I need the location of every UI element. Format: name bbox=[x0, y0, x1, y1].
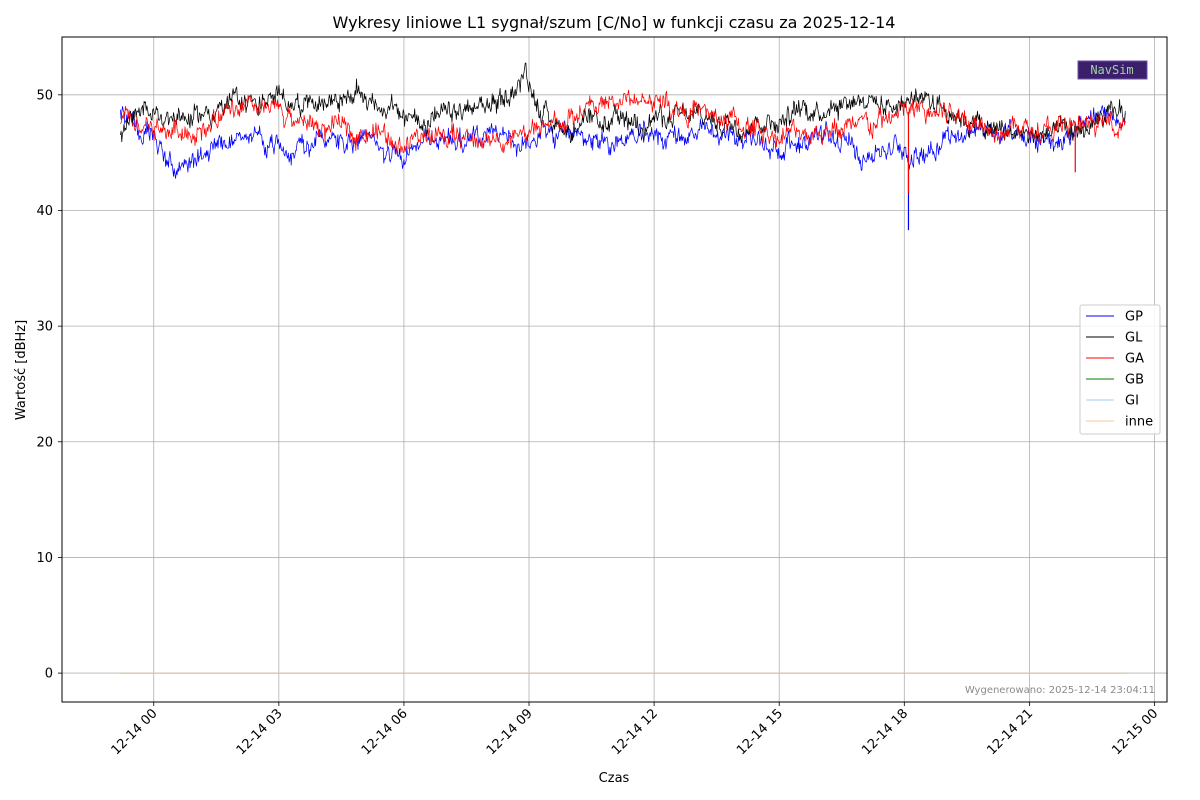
x-tick-label: 12-15 00 bbox=[1109, 706, 1161, 758]
chart-title: Wykresy liniowe L1 sygnał/szum [C/No] w … bbox=[333, 13, 896, 32]
x-tick-label: 12-14 21 bbox=[984, 706, 1036, 758]
generated-timestamp: Wygenerowano: 2025-12-14 23:04:11 bbox=[965, 685, 1155, 696]
y-tick-label: 40 bbox=[36, 204, 53, 219]
logo-text: NavSim bbox=[1090, 63, 1133, 77]
y-axis-title: Wartość [dBHz] bbox=[14, 320, 29, 420]
y-tick-label: 10 bbox=[36, 551, 53, 566]
series-line-gl bbox=[120, 62, 1126, 144]
legend-label-gb: GB bbox=[1125, 373, 1144, 388]
legend-label-ga: GA bbox=[1125, 352, 1144, 367]
y-tick-label: 30 bbox=[36, 320, 53, 335]
x-tick-label: 12-14 06 bbox=[359, 706, 411, 758]
legend-label-gl: GL bbox=[1125, 331, 1143, 346]
x-tick-label: 12-14 03 bbox=[234, 706, 286, 758]
x-axis-title: Czas bbox=[599, 771, 630, 786]
y-tick-label: 20 bbox=[36, 435, 53, 450]
x-tick-label: 12-14 00 bbox=[109, 706, 161, 758]
y-tick-label: 0 bbox=[45, 667, 53, 682]
y-tick-label: 50 bbox=[36, 88, 53, 103]
series-line-gp bbox=[120, 105, 1126, 179]
x-tick-label: 12-14 18 bbox=[859, 706, 911, 758]
legend-label-inne: inne bbox=[1125, 415, 1153, 430]
legend-label-gi: GI bbox=[1125, 394, 1139, 409]
x-tick-label: 12-14 12 bbox=[609, 706, 661, 758]
legend: GP GL GA GB GI inne bbox=[1079, 304, 1161, 435]
x-tick-label: 12-14 09 bbox=[484, 706, 536, 758]
legend-label-gp: GP bbox=[1125, 310, 1143, 325]
series-lines bbox=[120, 62, 1126, 674]
navsim-logo: NavSim bbox=[1077, 60, 1148, 80]
plot-frame bbox=[61, 36, 1168, 703]
axes: 12-14 00 12-14 03 12-14 06 12-14 09 12-14 12… bbox=[36, 36, 1168, 758]
x-tick-label: 12-14 15 bbox=[734, 706, 786, 758]
series-line-ga bbox=[120, 89, 1126, 157]
